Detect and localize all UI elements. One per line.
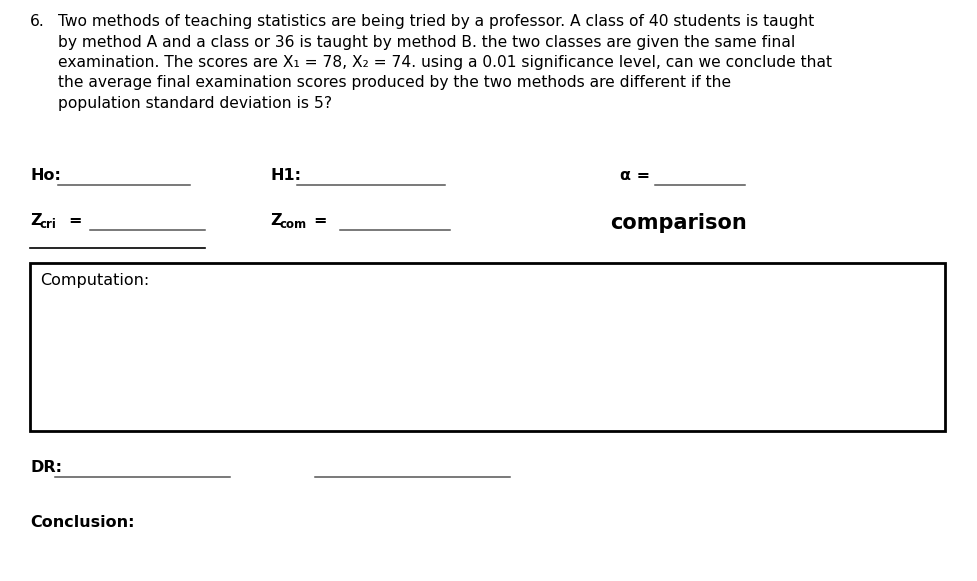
Text: α =: α =	[620, 168, 650, 183]
Text: comparison: comparison	[610, 213, 746, 233]
Text: com: com	[280, 218, 307, 231]
Text: Z: Z	[30, 213, 42, 228]
Text: Computation:: Computation:	[40, 273, 149, 288]
Text: population standard deviation is 5?: population standard deviation is 5?	[58, 96, 332, 111]
Text: 6.: 6.	[30, 14, 45, 29]
Text: =: =	[313, 213, 326, 228]
Text: by method A and a class or 36 is taught by method B. the two classes are given t: by method A and a class or 36 is taught …	[58, 34, 795, 49]
Bar	[30, 263, 945, 431]
Text: examination. The scores are X₁ = 78, X₂ = 74. using a 0.01 significance level, c: examination. The scores are X₁ = 78, X₂ …	[58, 55, 832, 70]
Text: Two methods of teaching statistics are being tried by a professor. A class of 40: Two methods of teaching statistics are b…	[58, 14, 814, 29]
Text: =: =	[68, 213, 81, 228]
Text: H1:: H1:	[270, 168, 301, 183]
Text: Ho:: Ho:	[30, 168, 61, 183]
Text: Z: Z	[270, 213, 281, 228]
Text: cri: cri	[40, 218, 57, 231]
Text: Conclusion:: Conclusion:	[30, 515, 135, 530]
Text: the average final examination scores produced by the two methods are different i: the average final examination scores pro…	[58, 76, 731, 91]
Text: DR:: DR:	[30, 460, 62, 475]
